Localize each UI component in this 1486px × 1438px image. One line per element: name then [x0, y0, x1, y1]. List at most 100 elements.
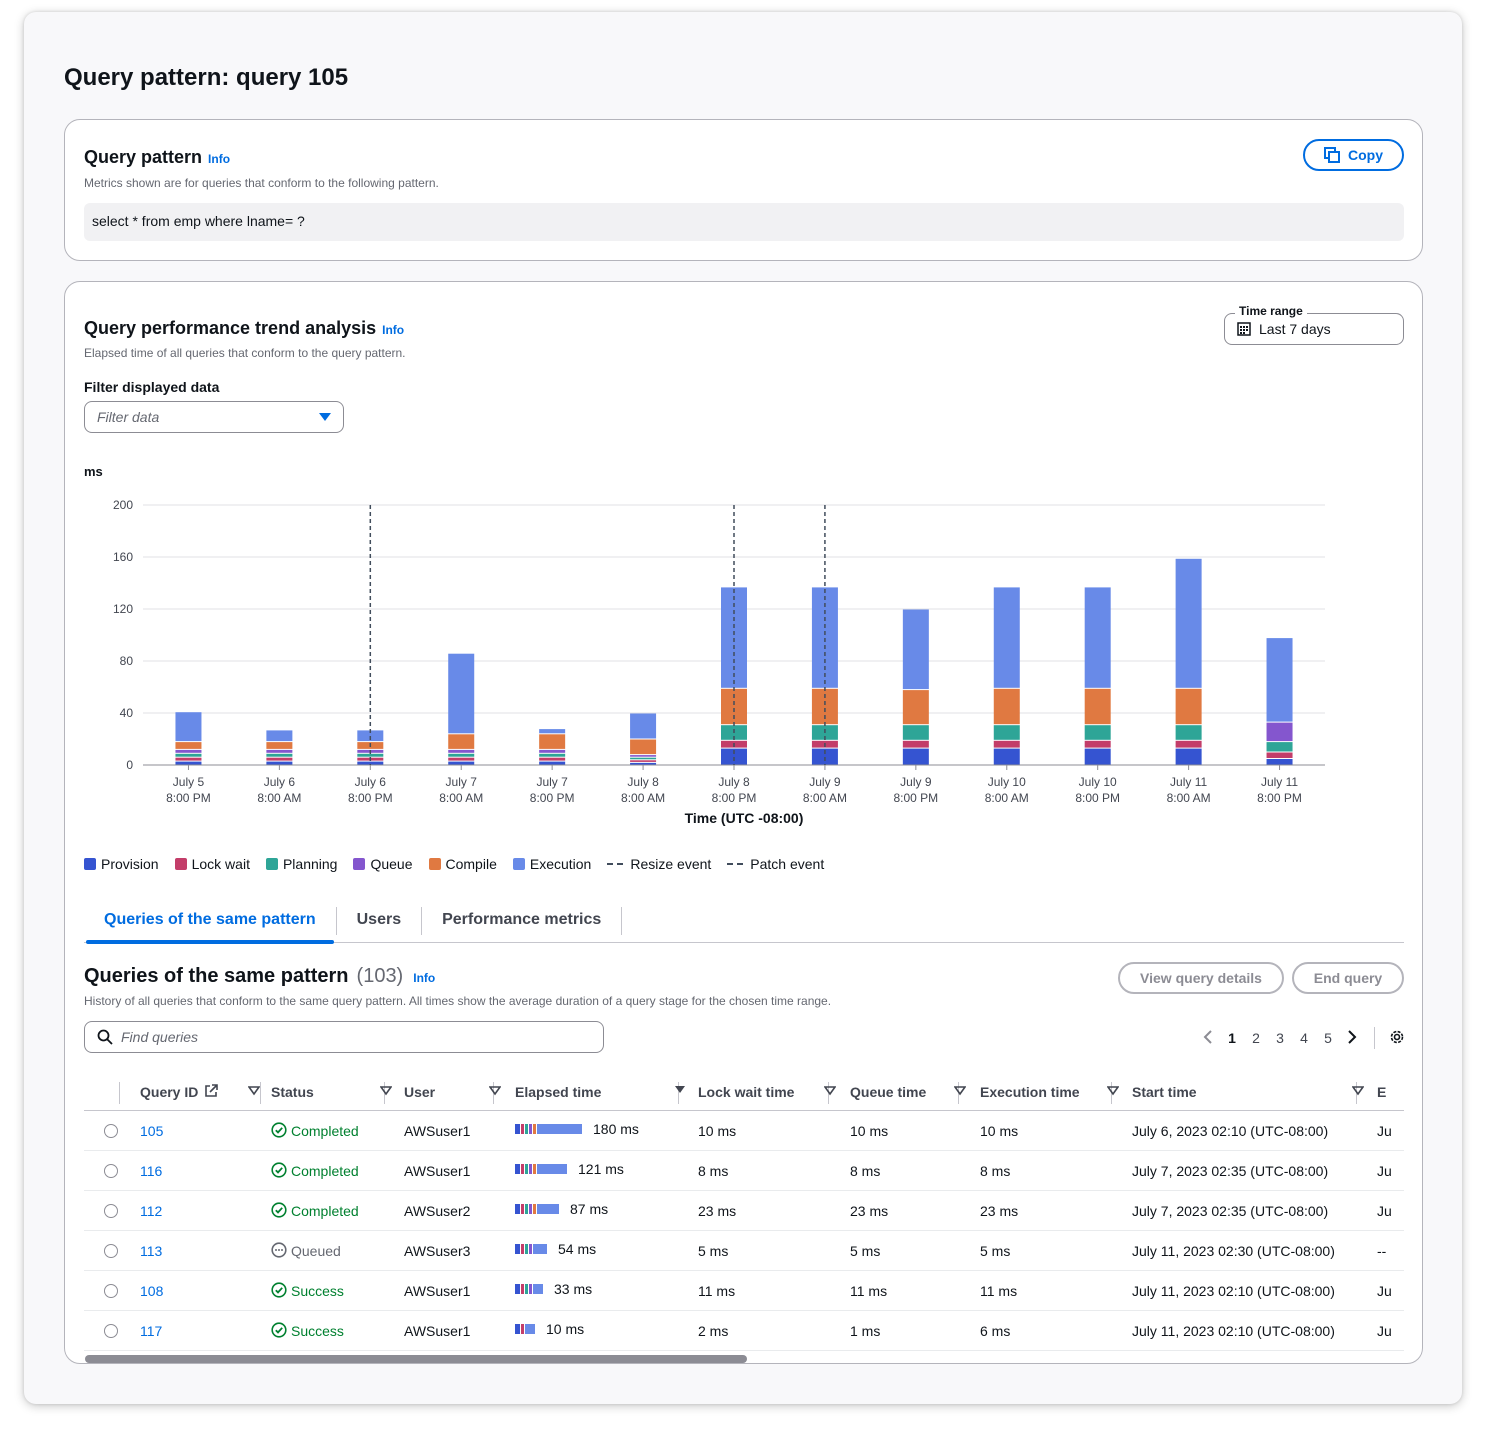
- bar-segment-planning[interactable]: [993, 725, 1020, 740]
- bar-segment-execution[interactable]: [448, 653, 475, 734]
- bar-segment-provision[interactable]: [175, 761, 202, 765]
- query-id-link[interactable]: 113: [140, 1243, 163, 1259]
- table-row[interactable]: 117 Success AWSuser1 10 ms 2 ms 1 ms 6 ms July …: [84, 1311, 1404, 1351]
- bar-segment-execution[interactable]: [357, 730, 384, 742]
- bar-segment-planning[interactable]: [448, 753, 475, 757]
- bar-segment-compile[interactable]: [1175, 688, 1202, 725]
- bar-segment-queue[interactable]: [448, 749, 475, 753]
- bar-segment-compile[interactable]: [539, 734, 566, 749]
- sort-descending-icon[interactable]: [675, 1086, 685, 1093]
- queries-info-link[interactable]: Info: [413, 971, 436, 985]
- next-page-icon[interactable]: [1340, 1029, 1364, 1047]
- legend-item-planning[interactable]: Planning: [265, 856, 337, 872]
- bar-segment-execution[interactable]: [811, 587, 838, 688]
- row-select-cell[interactable]: [104, 1231, 118, 1271]
- bar-segment-provision[interactable]: [357, 761, 384, 765]
- query-id-link[interactable]: 117: [140, 1323, 163, 1339]
- bar-segment-queue[interactable]: [1266, 722, 1293, 742]
- bar-segment-provision[interactable]: [721, 748, 747, 765]
- table-row[interactable]: 105 Completed AWSuser1 180 ms 10 ms 10 ms 10 m…: [84, 1111, 1404, 1151]
- row-select-cell[interactable]: [104, 1111, 118, 1151]
- tab-performance-metrics[interactable]: Performance metrics: [442, 911, 602, 928]
- query-id-link[interactable]: 116: [140, 1163, 163, 1179]
- bar-segment-execution[interactable]: [902, 609, 929, 690]
- table-row[interactable]: 112 Completed AWSuser2 87 ms 23 ms 23 ms 23 ms…: [84, 1191, 1404, 1231]
- bar-segment-execution[interactable]: [1175, 558, 1202, 688]
- legend-item-execution[interactable]: Execution: [512, 856, 591, 872]
- bar-segment-provision[interactable]: [266, 761, 293, 765]
- end-query-button[interactable]: End query: [1292, 962, 1404, 994]
- bar-segment-provision[interactable]: [1266, 759, 1293, 765]
- column-header-elapsed-time[interactable]: Elapsed time: [515, 1073, 601, 1111]
- copy-button[interactable]: Copy: [1303, 139, 1404, 171]
- tab-users[interactable]: Users: [356, 911, 402, 928]
- row-radio[interactable]: [104, 1324, 118, 1338]
- row-radio[interactable]: [104, 1204, 118, 1218]
- bar-segment-planning[interactable]: [630, 757, 657, 760]
- bar-segment-provision[interactable]: [811, 748, 838, 765]
- column-header-query-id[interactable]: Query ID: [140, 1073, 219, 1111]
- bar-segment-lock-wait[interactable]: [1266, 752, 1293, 759]
- filter-data-select[interactable]: Filter data: [84, 401, 344, 433]
- bar-segment-planning[interactable]: [1266, 742, 1293, 752]
- bar-segment-execution[interactable]: [630, 713, 657, 739]
- previous-page-icon[interactable]: [1196, 1029, 1220, 1047]
- row-radio[interactable]: [104, 1284, 118, 1298]
- bar-segment-provision[interactable]: [1175, 748, 1202, 765]
- table-row[interactable]: 116 Completed AWSuser1 121 ms 8 ms 8 ms 8 ms Ju…: [84, 1151, 1404, 1191]
- bar-segment-provision[interactable]: [902, 748, 929, 765]
- legend-item-patch-event[interactable]: Patch event: [727, 856, 824, 872]
- column-header-lock-wait-time[interactable]: Lock wait time: [698, 1073, 794, 1111]
- bar-segment-lock-wait[interactable]: [448, 757, 475, 761]
- legend-item-resize-event[interactable]: Resize event: [607, 856, 711, 872]
- bar-segment-lock-wait[interactable]: [266, 757, 293, 761]
- horizontal-scrollbar[interactable]: [85, 1355, 747, 1363]
- bar-segment-lock-wait[interactable]: [539, 757, 566, 761]
- page-number[interactable]: 2: [1252, 1030, 1260, 1046]
- bar-segment-lock-wait[interactable]: [630, 760, 657, 762]
- row-select-cell[interactable]: [104, 1191, 118, 1231]
- bar-segment-execution[interactable]: [721, 587, 747, 688]
- row-radio[interactable]: [104, 1244, 118, 1258]
- row-select-cell[interactable]: [104, 1311, 118, 1351]
- column-header-e[interactable]: E: [1377, 1073, 1386, 1111]
- bar-segment-planning[interactable]: [539, 753, 566, 757]
- query-id-link[interactable]: 105: [140, 1123, 164, 1139]
- bar-segment-lock-wait[interactable]: [1084, 740, 1111, 748]
- bar-segment-planning[interactable]: [902, 725, 929, 740]
- bar-segment-queue[interactable]: [175, 749, 202, 753]
- column-header-user[interactable]: User: [404, 1073, 435, 1111]
- bar-segment-planning[interactable]: [1084, 725, 1111, 740]
- bar-segment-compile[interactable]: [993, 688, 1020, 725]
- column-header-execution-time[interactable]: Execution time: [980, 1073, 1080, 1111]
- bar-segment-compile[interactable]: [902, 690, 929, 725]
- table-row[interactable]: 108 Success AWSuser1 33 ms 11 ms 11 ms 11 ms Ju…: [84, 1271, 1404, 1311]
- bar-segment-lock-wait[interactable]: [1175, 740, 1202, 748]
- page-number[interactable]: 1: [1228, 1030, 1236, 1046]
- bar-segment-compile[interactable]: [1084, 688, 1111, 725]
- bar-segment-planning[interactable]: [357, 753, 384, 757]
- find-queries-search[interactable]: Find queries: [84, 1021, 604, 1053]
- bar-segment-execution[interactable]: [1084, 587, 1111, 688]
- column-header-start-time[interactable]: Start time: [1132, 1073, 1197, 1111]
- page-number[interactable]: 5: [1324, 1030, 1332, 1046]
- time-range-select[interactable]: Last 7 days: [1224, 313, 1404, 345]
- bar-segment-planning[interactable]: [1175, 725, 1202, 740]
- bar-segment-compile[interactable]: [266, 742, 293, 749]
- legend-item-provision[interactable]: Provision: [84, 856, 159, 872]
- bar-segment-lock-wait[interactable]: [175, 757, 202, 761]
- bar-segment-queue[interactable]: [630, 755, 657, 757]
- legend-item-lock-wait[interactable]: Lock wait: [174, 856, 250, 872]
- bar-segment-compile[interactable]: [630, 739, 657, 755]
- bar-segment-compile[interactable]: [448, 734, 475, 749]
- bar-segment-execution[interactable]: [266, 730, 293, 742]
- bar-segment-queue[interactable]: [539, 749, 566, 753]
- row-select-cell[interactable]: [104, 1271, 118, 1311]
- column-header-status[interactable]: Status: [271, 1073, 314, 1111]
- row-radio[interactable]: [104, 1164, 118, 1178]
- bar-segment-execution[interactable]: [175, 712, 202, 742]
- legend-item-compile[interactable]: Compile: [428, 856, 497, 872]
- bar-segment-execution[interactable]: [1266, 638, 1293, 722]
- query-pattern-info-link[interactable]: Info: [208, 152, 231, 166]
- bar-segment-provision[interactable]: [1084, 748, 1111, 765]
